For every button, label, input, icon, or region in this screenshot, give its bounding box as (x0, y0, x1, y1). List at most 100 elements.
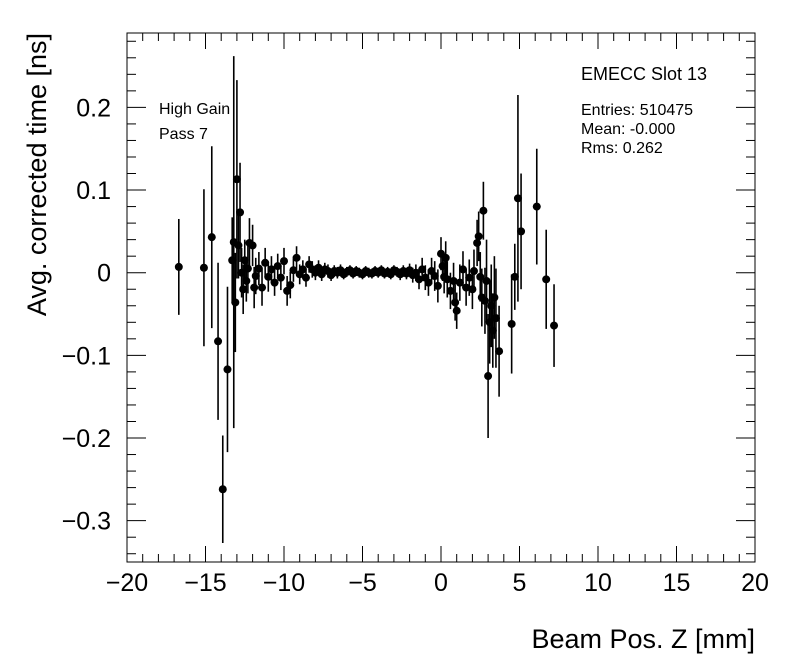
data-point (261, 258, 270, 267)
x-tick-label: −5 (348, 569, 377, 597)
data-point (485, 318, 494, 327)
data-point (433, 281, 442, 290)
data-point (243, 264, 252, 273)
data-point (240, 256, 249, 265)
data-point (239, 285, 248, 294)
data-point (487, 301, 496, 310)
data-point (507, 319, 516, 328)
stats-entries: Entries: 510475 (581, 102, 693, 119)
data-point (411, 268, 420, 277)
data-point (267, 265, 276, 274)
data-point (273, 262, 282, 271)
data-point (480, 296, 489, 305)
x-tick-labels: −20 −15 −10 −5 0 5 10 15 20 (106, 569, 769, 597)
data-point (276, 273, 285, 282)
annotation-pass: Pass 7 (159, 126, 208, 143)
data-point (513, 194, 522, 203)
data-point (289, 266, 298, 275)
data-point (223, 365, 232, 374)
data-point (458, 265, 467, 274)
data-point (237, 268, 246, 277)
data-point (469, 267, 478, 276)
data-point (298, 265, 307, 274)
data-point (542, 275, 551, 284)
data-point (438, 262, 447, 271)
data-point (231, 298, 240, 307)
data-point (449, 276, 458, 285)
data-point (207, 233, 216, 242)
data-point (232, 175, 241, 184)
x-tick-label: −10 (263, 569, 305, 597)
x-tick-label: 0 (434, 569, 448, 597)
data-point (490, 293, 499, 302)
y-tick-labels: −0.3 −0.2 −0.1 0 0.1 0.2 (62, 94, 111, 535)
data-point (491, 314, 500, 323)
data-point (474, 232, 483, 241)
data-point (443, 275, 452, 284)
y-tick-label: 0.2 (76, 94, 111, 122)
y-tick-label: −0.2 (62, 425, 111, 453)
data-point (484, 372, 493, 381)
data-point (415, 275, 424, 284)
stats-rms: Rms: 0.262 (581, 140, 663, 157)
x-tick-label: −20 (106, 569, 148, 597)
data-point (214, 337, 223, 346)
data-point (482, 276, 491, 285)
stats-mean: Mean: -0.000 (581, 121, 675, 138)
annotation-high-gain: High Gain (159, 101, 230, 118)
y-tick-label: −0.3 (62, 508, 111, 536)
data-point (476, 272, 485, 281)
data-point (286, 281, 295, 290)
data-point (228, 256, 237, 265)
data-point (441, 253, 450, 262)
data-point (314, 263, 323, 272)
x-tick-label: 20 (741, 569, 769, 597)
x-axis-title: Beam Pos. Z [mm] (531, 624, 755, 654)
y-axis-title: Avg. corrected time [ns] (22, 33, 52, 316)
data-point (234, 241, 243, 250)
x-tick-label: −15 (184, 569, 226, 597)
data-point (550, 321, 559, 330)
data-point (199, 263, 208, 272)
data-point (465, 273, 474, 282)
data-point (264, 272, 273, 281)
data-point (418, 265, 427, 274)
data-point (248, 241, 257, 250)
data-point (258, 283, 267, 292)
data-point (301, 273, 310, 282)
y-tick-label: 0.1 (76, 177, 111, 205)
data-point (250, 283, 259, 292)
data-point (251, 272, 260, 281)
data-point (242, 276, 251, 285)
data-point (424, 278, 433, 287)
stats-box-title: EMECC Slot 13 (581, 64, 707, 84)
data-point (462, 283, 471, 292)
data-point (254, 264, 263, 273)
data-point (430, 272, 439, 281)
data-point (517, 227, 526, 236)
data-point (452, 306, 461, 315)
y-tick-label: 0 (97, 260, 111, 288)
data-point (174, 262, 183, 271)
data-point (451, 298, 460, 307)
data-point (479, 206, 488, 215)
data-point (473, 238, 482, 247)
data-point (455, 278, 464, 287)
data-point (495, 347, 504, 356)
x-tick-label: 5 (513, 569, 527, 597)
data-point (218, 485, 227, 494)
x-tick-label: 15 (663, 569, 691, 597)
x-tick-label: 10 (584, 569, 612, 597)
data-point (236, 208, 245, 217)
plot-frame (126, 32, 756, 563)
data-point (468, 285, 477, 294)
data-point (488, 326, 497, 335)
data-point (510, 272, 519, 281)
data-point (292, 253, 301, 262)
data-point (446, 286, 455, 295)
data-point (280, 257, 288, 266)
data-point (532, 202, 541, 211)
data-points (174, 175, 559, 494)
